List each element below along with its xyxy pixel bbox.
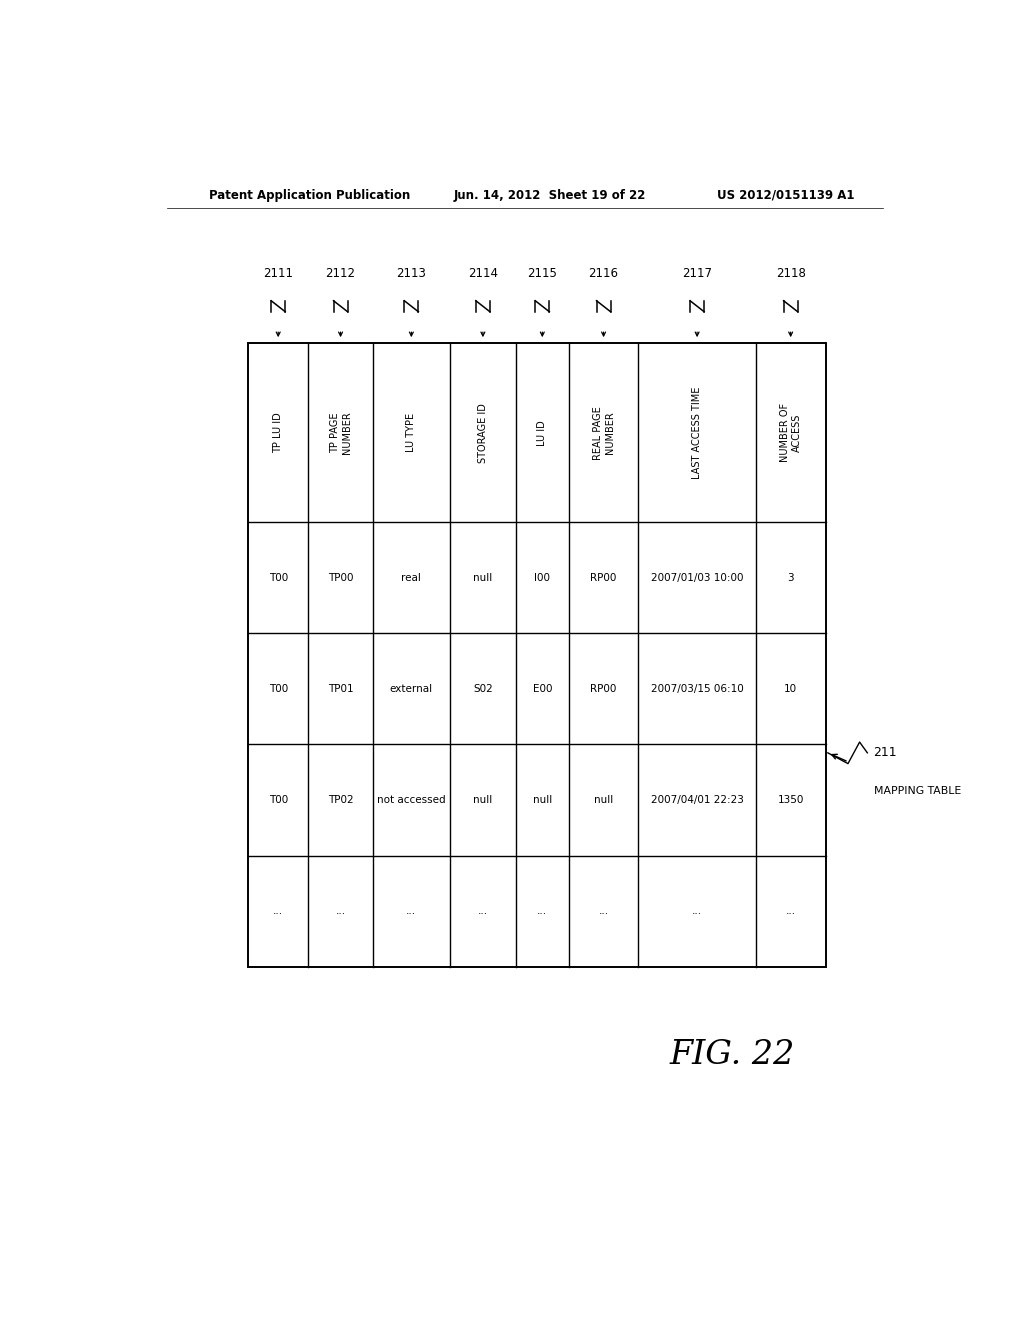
Text: T00: T00 — [268, 573, 288, 582]
Text: ...: ... — [407, 907, 417, 916]
Text: Jun. 14, 2012  Sheet 19 of 22: Jun. 14, 2012 Sheet 19 of 22 — [454, 189, 646, 202]
Text: external: external — [390, 684, 433, 694]
Text: null: null — [473, 795, 493, 805]
Text: 2007/03/15 06:10: 2007/03/15 06:10 — [650, 684, 743, 694]
Text: null: null — [473, 573, 493, 582]
Text: ...: ... — [692, 907, 702, 916]
Text: 2116: 2116 — [589, 267, 618, 280]
Text: STORAGE ID: STORAGE ID — [478, 403, 487, 462]
Text: 3: 3 — [787, 573, 794, 582]
Text: T00: T00 — [268, 684, 288, 694]
Text: ...: ... — [598, 907, 608, 916]
Text: ...: ... — [478, 907, 488, 916]
Text: ...: ... — [273, 907, 284, 916]
Text: TP PAGE
NUMBER: TP PAGE NUMBER — [330, 412, 351, 454]
Text: 2007/01/03 10:00: 2007/01/03 10:00 — [651, 573, 743, 582]
Text: RP00: RP00 — [591, 684, 616, 694]
Text: null: null — [594, 795, 613, 805]
Text: 211: 211 — [873, 746, 897, 759]
Text: RP00: RP00 — [591, 573, 616, 582]
Text: not accessed: not accessed — [377, 795, 445, 805]
Text: 10: 10 — [784, 684, 798, 694]
Text: 2118: 2118 — [776, 267, 806, 280]
Text: LU TYPE: LU TYPE — [407, 413, 417, 453]
Text: TP LU ID: TP LU ID — [273, 412, 284, 453]
Text: 2112: 2112 — [326, 267, 355, 280]
Text: real: real — [401, 573, 421, 582]
Bar — [248, 343, 825, 966]
Text: LU ID: LU ID — [538, 420, 547, 446]
Text: 2111: 2111 — [263, 267, 293, 280]
Text: E00: E00 — [532, 684, 552, 694]
Text: ...: ... — [336, 907, 346, 916]
Text: 2113: 2113 — [396, 267, 426, 280]
Text: null: null — [532, 795, 552, 805]
Text: Patent Application Publication: Patent Application Publication — [209, 189, 411, 202]
Text: ...: ... — [785, 907, 796, 916]
Text: 2115: 2115 — [527, 267, 557, 280]
Text: T00: T00 — [268, 795, 288, 805]
Text: LAST ACCESS TIME: LAST ACCESS TIME — [692, 387, 702, 479]
Text: 1350: 1350 — [777, 795, 804, 805]
Text: S02: S02 — [473, 684, 493, 694]
Text: 2117: 2117 — [682, 267, 712, 280]
Text: TP02: TP02 — [328, 795, 353, 805]
Text: MAPPING TABLE: MAPPING TABLE — [873, 787, 961, 796]
Text: TP01: TP01 — [328, 684, 353, 694]
Text: US 2012/0151139 A1: US 2012/0151139 A1 — [717, 189, 854, 202]
Text: REAL PAGE
NUMBER: REAL PAGE NUMBER — [593, 405, 614, 459]
Text: FIG. 22: FIG. 22 — [670, 1039, 796, 1072]
Text: 2114: 2114 — [468, 267, 498, 280]
Text: 2007/04/01 22:23: 2007/04/01 22:23 — [650, 795, 743, 805]
Text: I00: I00 — [535, 573, 550, 582]
Text: ...: ... — [538, 907, 548, 916]
Text: TP00: TP00 — [328, 573, 353, 582]
Text: NUMBER OF
ACCESS: NUMBER OF ACCESS — [779, 403, 802, 462]
